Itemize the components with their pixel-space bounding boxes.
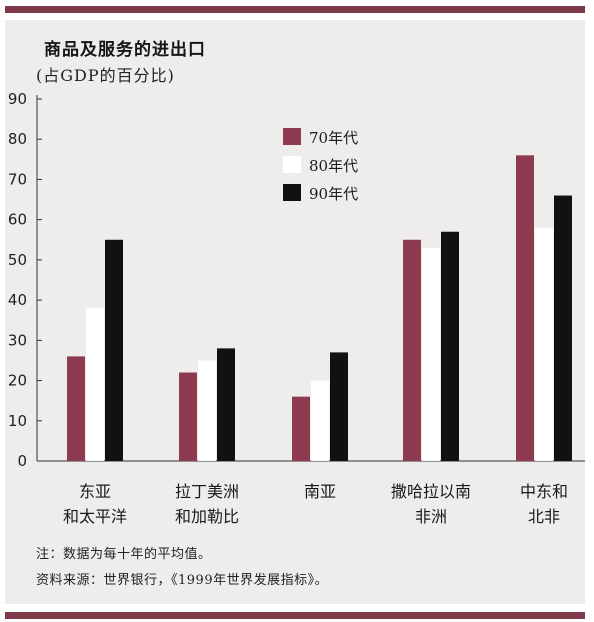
legend-label: 70年代 bbox=[309, 129, 358, 147]
category-label: 撒哈拉以南 bbox=[391, 482, 471, 501]
bar-3-4 bbox=[441, 232, 459, 461]
bar-3-1 bbox=[105, 240, 123, 461]
y-tick-label: 0 bbox=[17, 452, 27, 470]
chart-source: 资料来源：世界银行，《1999年世界发展指标》。 bbox=[36, 569, 328, 588]
category-label: 北非 bbox=[528, 507, 560, 526]
bar-1-2 bbox=[179, 373, 197, 461]
legend-swatch-3 bbox=[283, 184, 301, 201]
bar-2-4 bbox=[422, 248, 440, 461]
legend-swatch-1 bbox=[283, 128, 301, 145]
y-tick-label: 90 bbox=[8, 90, 27, 108]
category-label: 南亚 bbox=[304, 482, 336, 501]
y-tick-label: 40 bbox=[8, 291, 27, 309]
bar-2-2 bbox=[198, 360, 216, 461]
y-tick-label: 20 bbox=[8, 372, 27, 390]
y-tick-label: 60 bbox=[8, 211, 27, 229]
bar-1-3 bbox=[292, 397, 310, 461]
y-tick-label: 70 bbox=[8, 170, 27, 188]
category-label: 非洲 bbox=[415, 507, 447, 526]
bar-1-1 bbox=[67, 356, 85, 461]
bar-2-3 bbox=[311, 381, 329, 461]
category-label: 和太平洋 bbox=[63, 507, 127, 526]
y-tick-label: 10 bbox=[8, 412, 27, 430]
y-tick-label: 50 bbox=[8, 251, 27, 269]
category-label: 和加勒比 bbox=[175, 507, 239, 526]
category-label: 东亚 bbox=[79, 482, 111, 501]
category-label: 中东和 bbox=[520, 482, 568, 501]
bar-3-2 bbox=[217, 348, 235, 461]
bar-1-5 bbox=[516, 155, 534, 461]
bar-2-1 bbox=[86, 308, 104, 461]
legend-label: 80年代 bbox=[309, 157, 358, 175]
bar-1-4 bbox=[403, 240, 421, 461]
bar-3-3 bbox=[330, 352, 348, 461]
legend-label: 90年代 bbox=[309, 185, 358, 203]
bar-2-5 bbox=[535, 228, 553, 461]
category-label: 拉丁美洲 bbox=[175, 482, 239, 501]
chart-note: 注：数据为每十年的平均值。 bbox=[36, 543, 212, 562]
legend-swatch-2 bbox=[283, 156, 301, 173]
bar-3-5 bbox=[554, 196, 572, 461]
bottom-rule bbox=[5, 612, 585, 619]
y-tick-label: 30 bbox=[8, 331, 27, 349]
y-tick-label: 80 bbox=[8, 130, 27, 148]
